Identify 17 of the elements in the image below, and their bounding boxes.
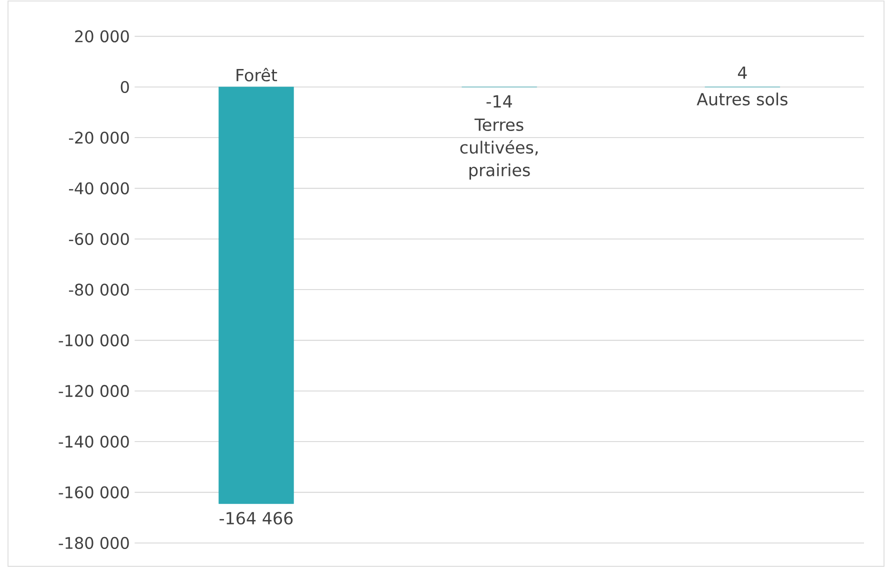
y-tick-label: -140 000 — [58, 436, 129, 448]
data-label: -14 — [486, 95, 512, 108]
y-tick-label: -40 000 — [68, 182, 129, 194]
data-label: -164 466 — [220, 512, 293, 524]
x-tick-label: Terres cultivées, prairies — [460, 118, 538, 180]
y-tick-label: 0 — [120, 80, 129, 94]
y-tick-label: -180 000 — [58, 536, 129, 550]
y-tick-label: 20 000 — [75, 30, 129, 42]
y-tick-label: -80 000 — [68, 284, 129, 296]
y-tick-label: -120 000 — [58, 384, 129, 398]
x-tick-label: Autres sols — [696, 92, 788, 106]
y-tick-label: -20 000 — [68, 132, 129, 144]
x-tick-label: Forêt — [236, 68, 278, 82]
y-tick-label: -100 000 — [58, 334, 129, 346]
y-tick-label: -160 000 — [58, 486, 129, 498]
y-tick-label: -60 000 — [68, 232, 129, 246]
data-label: 4 — [738, 66, 747, 79]
